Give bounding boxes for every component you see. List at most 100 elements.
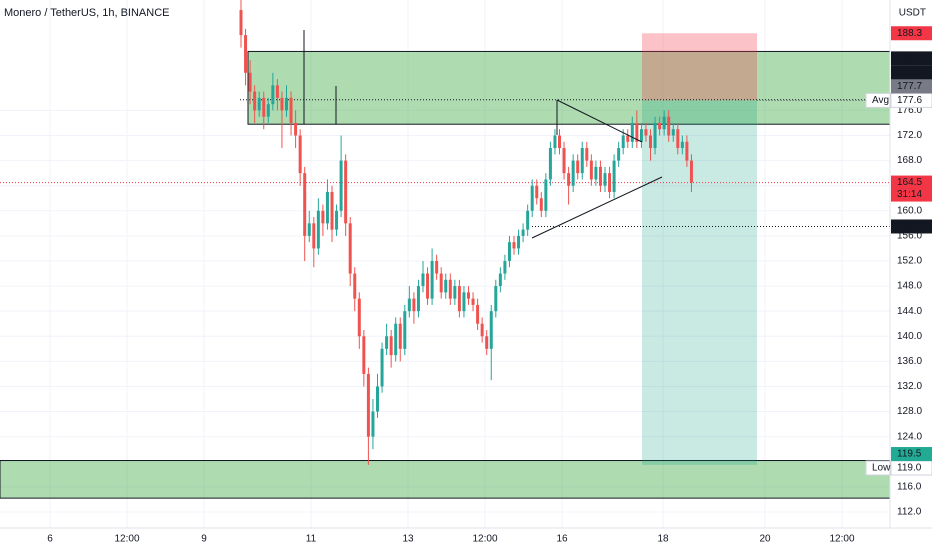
price-label-box <box>891 219 932 234</box>
candle-body <box>489 311 493 349</box>
x-tick-label: 18 <box>657 534 669 545</box>
candle-body <box>366 373 370 437</box>
candle-body <box>439 273 443 293</box>
candle-body <box>362 336 366 374</box>
candle-body <box>453 286 457 299</box>
candle-body <box>507 242 511 261</box>
candle-body <box>330 191 334 230</box>
candles <box>239 0 693 465</box>
x-tick-label: 11 <box>306 534 317 545</box>
candle-body <box>266 104 270 117</box>
x-tick-label: 16 <box>556 534 568 545</box>
x-tick-label: 12:00 <box>829 534 854 545</box>
candle-body <box>421 273 425 287</box>
candle-body <box>467 292 470 299</box>
y-tick-label: 124.0 <box>897 431 922 442</box>
candle-body <box>535 185 539 199</box>
candle-body <box>685 141 689 161</box>
candle-body <box>376 386 379 412</box>
candle-body <box>512 242 516 249</box>
x-tick-label: 12:00 <box>472 534 497 545</box>
candle-body <box>294 122 298 136</box>
candle-body <box>580 148 584 174</box>
candle-body <box>644 129 648 136</box>
price-label: 188.3 <box>897 28 922 39</box>
candle-body <box>589 160 593 180</box>
candle-body <box>667 116 671 136</box>
candle-body <box>239 10 243 36</box>
price-label-sub: 31:14 <box>897 189 922 200</box>
candle-body <box>585 148 589 161</box>
price-label-box <box>891 447 932 462</box>
candle-body <box>248 72 252 92</box>
candle-body <box>635 122 639 142</box>
candle-body <box>603 173 607 186</box>
candle-body <box>621 135 625 149</box>
candle-body <box>444 279 448 293</box>
candle-body <box>676 129 680 149</box>
candle-body <box>280 97 284 111</box>
candle-body <box>485 336 489 349</box>
candle-body <box>285 97 288 111</box>
candle-body <box>662 116 666 130</box>
price-label: 180.0 <box>897 53 922 64</box>
candle-body <box>271 85 275 105</box>
candle-body <box>253 91 257 111</box>
candle-body <box>298 135 302 174</box>
candle-body <box>480 323 484 337</box>
candle-body <box>653 122 657 149</box>
x-tick-label: 6 <box>47 534 53 545</box>
axis-unit: USDT <box>899 8 926 19</box>
price-label-prefix: Avg <box>872 95 889 106</box>
candle-body <box>630 122 634 142</box>
candle-body <box>430 260 434 299</box>
candle-body <box>385 336 389 349</box>
y-tick-label: 112.0 <box>897 507 922 518</box>
candle-body <box>503 260 507 274</box>
candle-body <box>671 129 675 136</box>
candle-body <box>303 173 307 236</box>
y-tick-label: 152.0 <box>897 256 922 267</box>
candle-body <box>539 198 543 211</box>
y-tick-label: 140.0 <box>897 331 922 342</box>
price-label: 177.6 <box>897 95 922 106</box>
candle-body <box>371 411 375 437</box>
candle-body <box>562 148 566 174</box>
price-label: 119.5 <box>897 449 922 460</box>
y-tick-label: 160.0 <box>897 205 922 216</box>
candle-body <box>394 323 398 356</box>
y-tick-label: 144.0 <box>897 306 922 317</box>
candle-body <box>353 273 357 299</box>
candle-body <box>380 348 384 387</box>
candle-body <box>471 298 475 305</box>
price-label-box <box>891 26 932 41</box>
candle-body <box>448 279 452 299</box>
candle-body <box>658 122 662 130</box>
candle-body <box>389 336 393 356</box>
price-label-box <box>891 51 932 66</box>
x-tick-label: 12:00 <box>114 534 139 545</box>
x-tick-label: 20 <box>759 534 771 545</box>
x-tick-label: 13 <box>402 534 414 545</box>
candle-body <box>553 135 557 149</box>
price-axis: 112.0116.0120.0124.0128.0132.0136.0140.0… <box>865 26 932 518</box>
candle-body <box>339 160 343 211</box>
candle-body <box>325 191 329 224</box>
candle-body <box>548 148 552 180</box>
price-label-box <box>891 65 932 80</box>
price-label-prefix: Low <box>872 463 891 474</box>
target-box <box>642 100 757 465</box>
candle-body <box>517 235 521 249</box>
candle-body <box>521 229 525 236</box>
y-tick-label: 156.0 <box>897 231 922 242</box>
zone <box>0 459 891 499</box>
candle-body <box>526 210 530 230</box>
y-tick-label: 172.0 <box>897 130 922 141</box>
y-tick-label: 128.0 <box>897 406 922 417</box>
candle-body <box>316 210 320 249</box>
zone <box>247 50 891 125</box>
candle-body <box>680 141 684 149</box>
candle-body <box>335 210 339 230</box>
candle-body <box>262 97 266 117</box>
